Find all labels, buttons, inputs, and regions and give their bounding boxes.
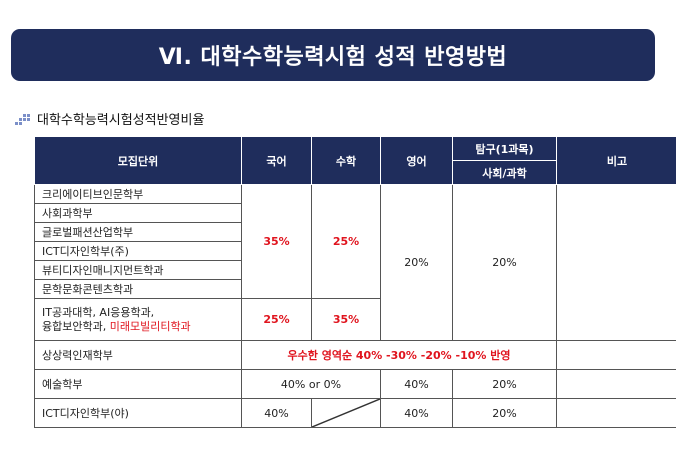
group2-unit-line2: 융합보안학과, — [42, 319, 110, 333]
group2-unit-line1: IT공과대학, AI응용학과, — [42, 305, 155, 319]
unit-cell: 문학문화콘텐츠학과 — [34, 279, 242, 299]
ict-night-english: 40% — [380, 398, 453, 428]
ict-night-inquiry: 20% — [452, 398, 557, 428]
ict-night-math-empty — [311, 398, 381, 428]
shared-inquiry: 20% — [452, 184, 557, 341]
unit-cell: ICT디자인학부(주) — [34, 241, 242, 261]
group2-math: 35% — [311, 298, 381, 341]
header-math: 수학 — [311, 136, 381, 185]
diagonal-slash-icon — [312, 399, 380, 427]
ict-night-korean: 40% — [241, 398, 312, 428]
csat-ratio-table: 모집단위 국어 수학 영어 탐구(1과목) 비고 사회/과학 크리에이티브인문학… — [34, 136, 676, 428]
shared-note — [556, 184, 676, 341]
section-title: Ⅵ. 대학수학능력시험 성적 반영방법 — [158, 45, 508, 70]
ict-night-note — [556, 398, 676, 428]
subtitle-row: 대학수학능력시험성적반영비율 — [13, 109, 204, 128]
ict-night-unit: ICT디자인학부(야) — [34, 398, 242, 428]
group2-unit: IT공과대학, AI응용학과, 융합보안학과, 미래모빌리티학과 — [34, 298, 242, 341]
group1-math: 25% — [311, 184, 381, 299]
unit-cell: 글로벌패션산업학부 — [34, 222, 242, 242]
arts-english: 40% — [380, 369, 453, 399]
bullet-dots-icon — [13, 112, 31, 126]
header-inquiry-sub: 사회/과학 — [452, 160, 557, 185]
group2-korean: 25% — [241, 298, 312, 341]
unit-cell: 크리에이티브인문학부 — [34, 184, 242, 204]
arts-inquiry: 20% — [452, 369, 557, 399]
sangsang-rule: 우수한 영역순 40% -30% -20% -10% 반영 — [241, 340, 557, 370]
header-unit: 모집단위 — [34, 136, 242, 185]
unit-cell: 뷰티디자인매니지먼트학과 — [34, 260, 242, 280]
section-title-banner: Ⅵ. 대학수학능력시험 성적 반영방법 — [11, 29, 655, 81]
arts-unit: 예술학부 — [34, 369, 242, 399]
header-note: 비고 — [556, 136, 676, 185]
arts-kor-math: 40% or 0% — [241, 369, 381, 399]
group2-unit-highlight: 미래모빌리티학과 — [109, 319, 191, 333]
sangsang-note — [556, 340, 676, 370]
shared-english: 20% — [380, 184, 453, 341]
unit-cell: 사회과학부 — [34, 203, 242, 223]
subtitle-text: 대학수학능력시험성적반영비율 — [37, 113, 205, 128]
group1-korean: 35% — [241, 184, 312, 299]
header-korean: 국어 — [241, 136, 312, 185]
header-inquiry: 탐구(1과목) — [452, 136, 557, 161]
sangsang-unit: 상상력인재학부 — [34, 340, 242, 370]
arts-note — [556, 369, 676, 399]
header-english: 영어 — [380, 136, 453, 185]
